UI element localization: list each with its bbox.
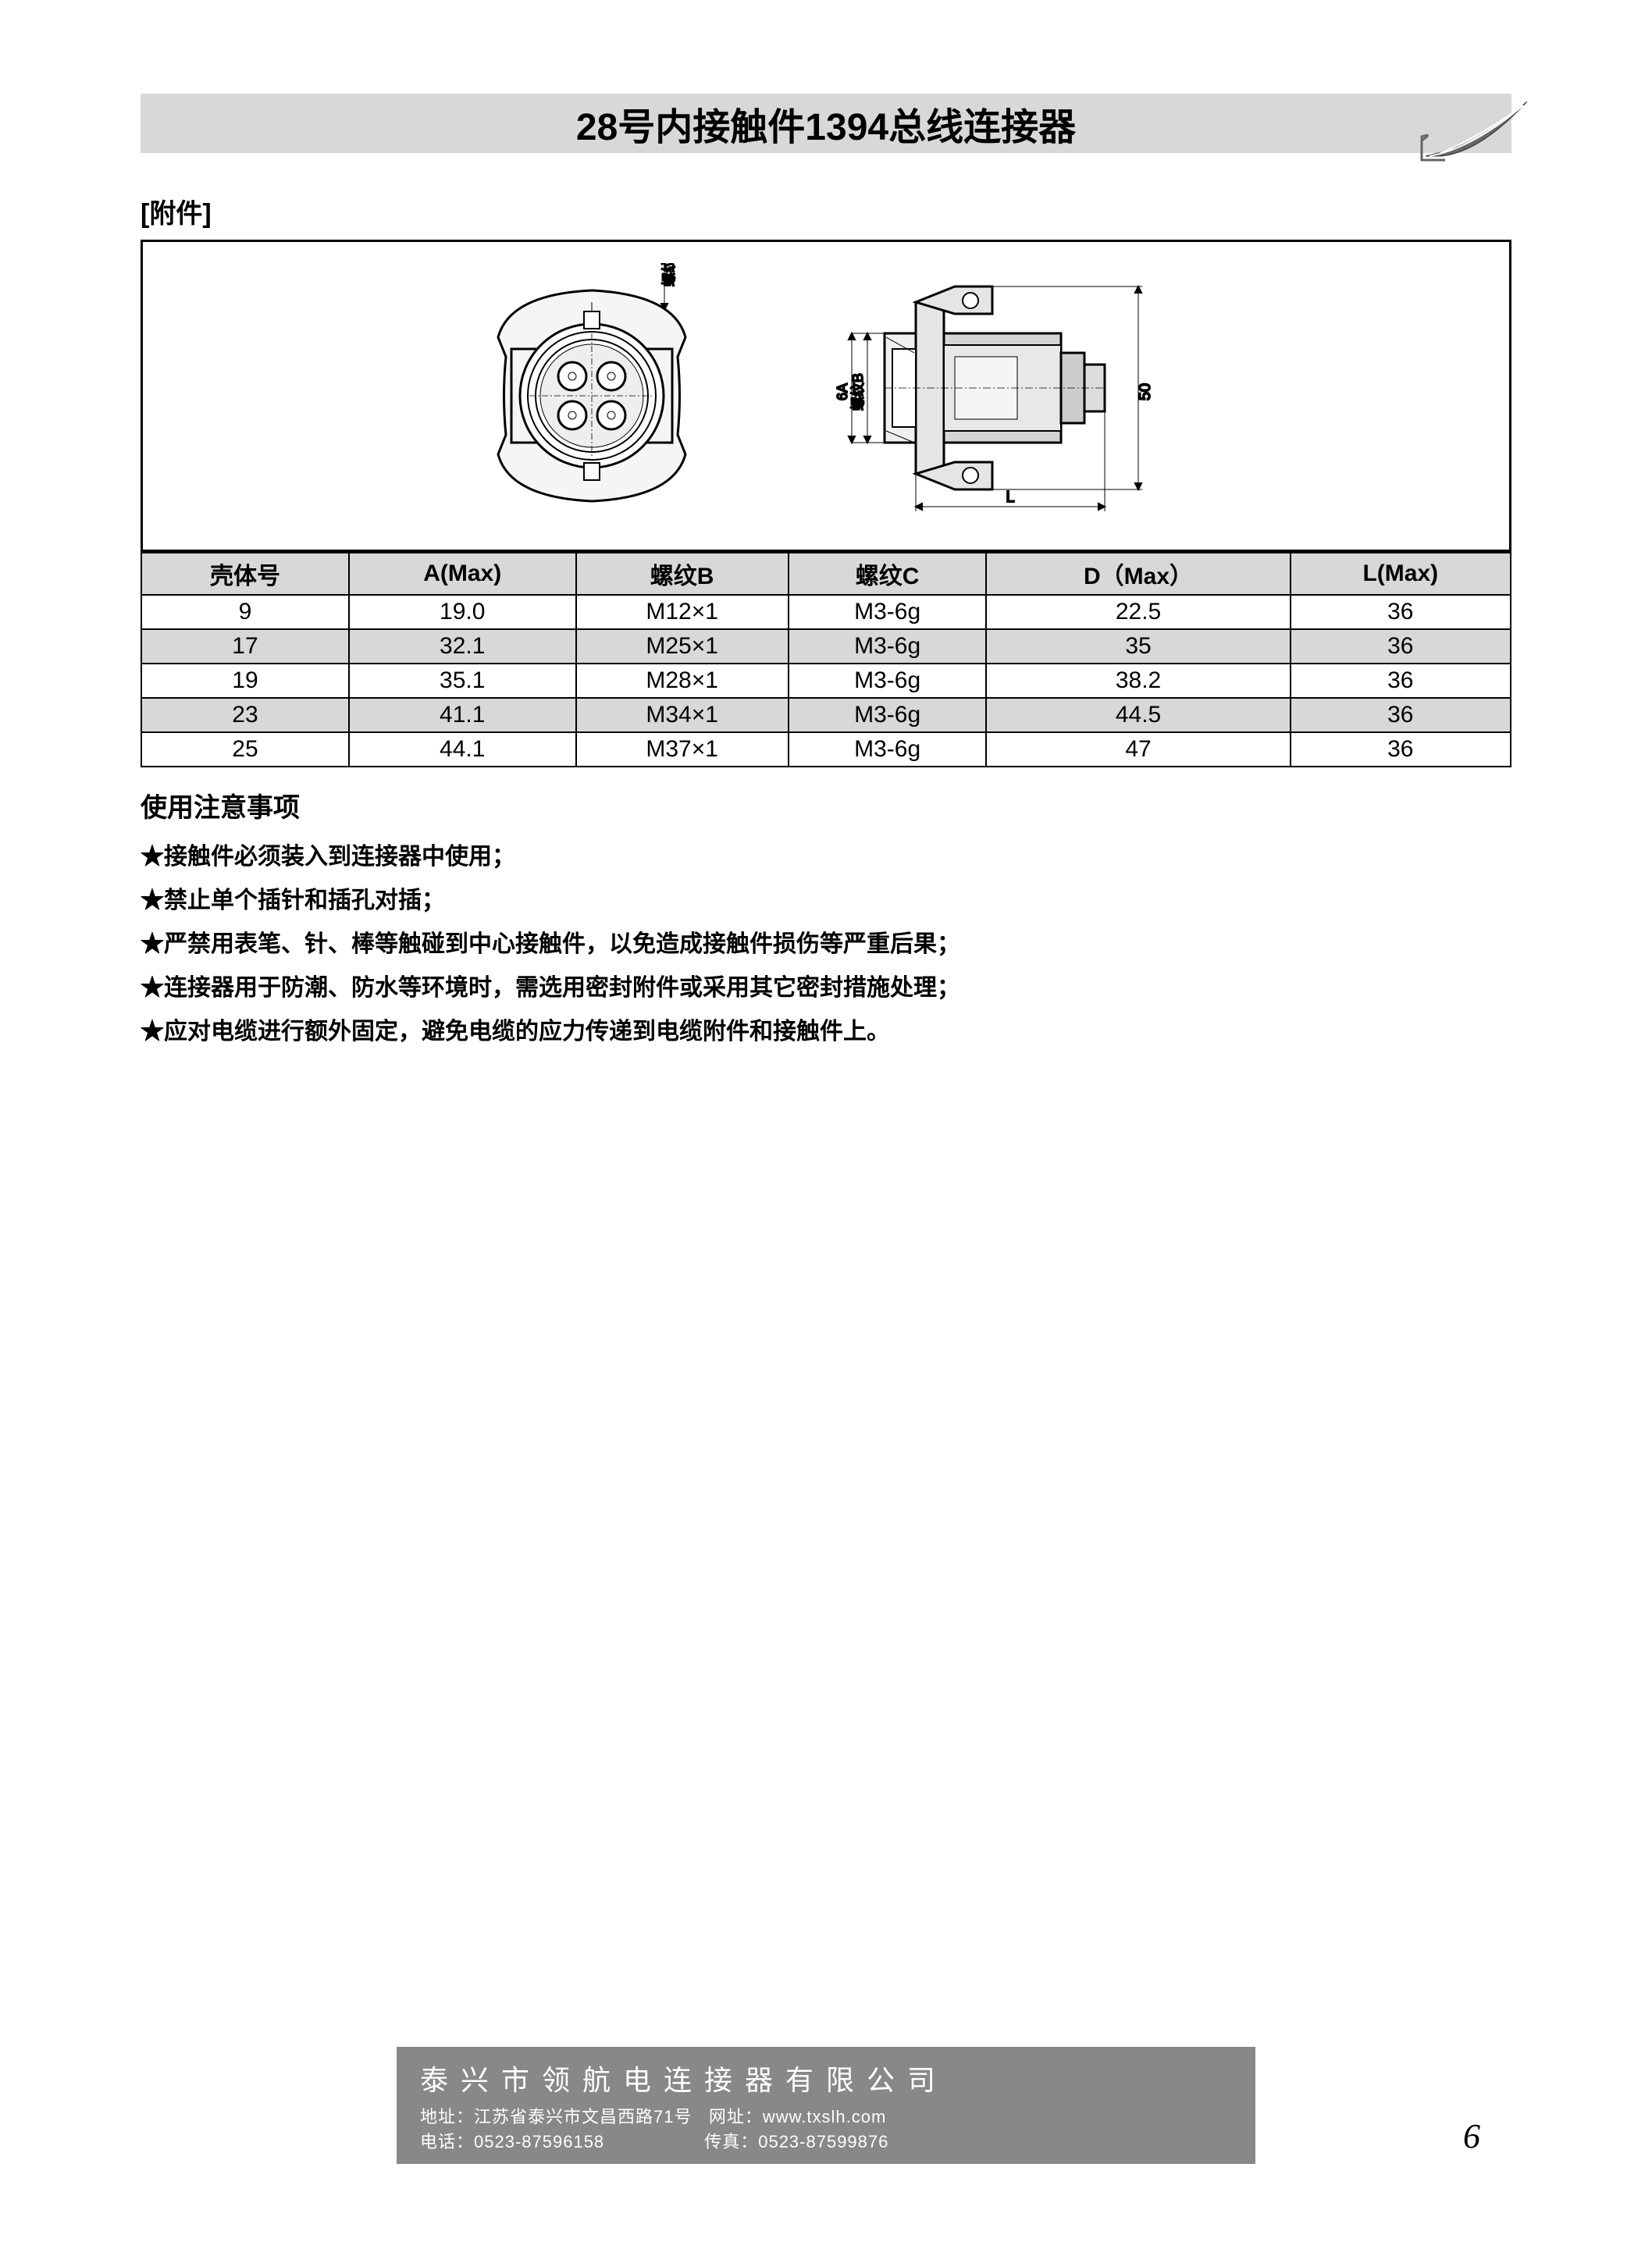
table-cell: 41.1 — [349, 698, 576, 732]
table-cell: 36 — [1291, 698, 1511, 732]
company-logo-icon — [1418, 86, 1543, 164]
footer-address-line: 地址：江苏省泰兴市文昌西路71号 网址：www.txslh.com — [420, 2103, 1232, 2128]
notes-list: ★接触件必须装入到连接器中使用； ★禁止单个插针和插孔对插； ★严禁用表笔、针、棒等… — [141, 837, 1511, 1046]
table-cell: M3-6g — [789, 595, 987, 629]
table-cell: M34×1 — [576, 698, 789, 732]
table-cell: M3-6g — [789, 732, 987, 767]
table-cell: 32.1 — [349, 629, 576, 664]
technical-diagram-box: 螺纹C — [141, 240, 1511, 552]
diagram-thread-b-label: 螺纹B — [850, 373, 866, 411]
footer: 泰兴市领航电连接器有限公司 地址：江苏省泰兴市文昌西路71号 网址：www.tx… — [397, 2047, 1255, 2164]
table-cell: 22.5 — [986, 595, 1290, 629]
table-cell: 35.1 — [349, 664, 576, 698]
diagram-dim-l-label: L — [1006, 489, 1014, 506]
page-number: 6 — [1463, 2116, 1480, 2156]
note-item: ★接触件必须装入到连接器中使用； — [141, 837, 1511, 871]
specification-table: 壳体号 A(Max) 螺纹B 螺纹C D（Max） L(Max) 919.0M1… — [141, 552, 1511, 767]
table-row: 1732.1M25×1M3-6g3536 — [141, 629, 1511, 664]
note-item: ★应对电缆进行额外固定，避免电缆的应力传递到电缆附件和接触件上。 — [141, 1012, 1511, 1046]
table-header: D（Max） — [986, 553, 1290, 595]
table-cell: 36 — [1291, 732, 1511, 767]
table-cell: M28×1 — [576, 664, 789, 698]
table-cell: 25 — [141, 732, 349, 767]
table-cell: 36 — [1291, 629, 1511, 664]
table-cell: M3-6g — [789, 629, 987, 664]
connector-front-view-icon: 螺纹C — [463, 263, 721, 528]
table-cell: M3-6g — [789, 664, 987, 698]
table-cell: 19 — [141, 664, 349, 698]
diagram-thread-c-label: 螺纹C — [661, 263, 677, 286]
table-cell: 36 — [1291, 664, 1511, 698]
connector-side-view-icon: 6A 螺纹B 50 L — [814, 279, 1189, 513]
table-header: A(Max) — [349, 553, 576, 595]
notes-heading: 使用注意事项 — [141, 786, 1511, 824]
table-cell: 17 — [141, 629, 349, 664]
diagram-dim-50-label: 50 — [1137, 383, 1154, 400]
page-title: 28号内接触件1394总线连接器 — [576, 96, 1076, 151]
table-cell: 35 — [986, 629, 1290, 664]
table-cell: 44.1 — [349, 732, 576, 767]
header-bar: 28号内接触件1394总线连接器 — [141, 94, 1511, 153]
section-label: [附件] — [141, 192, 1511, 230]
table-cell: 44.5 — [986, 698, 1290, 732]
table-cell: 47 — [986, 732, 1290, 767]
table-cell: 9 — [141, 595, 349, 629]
table-cell: 38.2 — [986, 664, 1290, 698]
table-cell: 36 — [1291, 595, 1511, 629]
table-cell: M3-6g — [789, 698, 987, 732]
table-cell: 23 — [141, 698, 349, 732]
table-cell: M12×1 — [576, 595, 789, 629]
table-header: 壳体号 — [141, 553, 349, 595]
table-header: 螺纹C — [789, 553, 987, 595]
note-item: ★严禁用表笔、针、棒等触碰到中心接触件，以免造成接触件损伤等严重后果； — [141, 924, 1511, 959]
table-row: 2341.1M34×1M3-6g44.536 — [141, 698, 1511, 732]
table-row: 919.0M12×1M3-6g22.536 — [141, 595, 1511, 629]
footer-phone-line: 电话：0523-87596158 传真：0523-87599876 — [420, 2128, 1232, 2153]
table-cell: M37×1 — [576, 732, 789, 767]
note-item: ★禁止单个插针和插孔对插； — [141, 881, 1511, 915]
diagram-dim-6a-label: 6A — [835, 383, 850, 400]
table-cell: 19.0 — [349, 595, 576, 629]
table-header: L(Max) — [1291, 553, 1511, 595]
table-cell: M25×1 — [576, 629, 789, 664]
table-row: 1935.1M28×1M3-6g38.236 — [141, 664, 1511, 698]
table-header-row: 壳体号 A(Max) 螺纹B 螺纹C D（Max） L(Max) — [141, 553, 1511, 595]
table-header: 螺纹B — [576, 553, 789, 595]
table-row: 2544.1M37×1M3-6g4736 — [141, 732, 1511, 767]
footer-company-name: 泰兴市领航电连接器有限公司 — [420, 2058, 1232, 2098]
note-item: ★连接器用于防潮、防水等环境时，需选用密封附件或采用其它密封措施处理； — [141, 968, 1511, 1002]
